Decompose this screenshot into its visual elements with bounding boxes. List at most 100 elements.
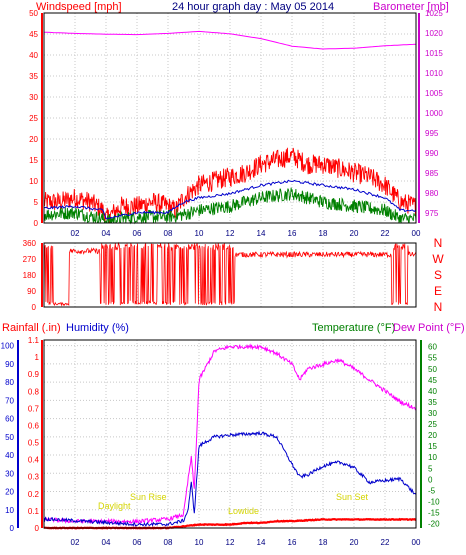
- humidity-tick-label: 50: [5, 433, 14, 442]
- x-tick-label: 02: [71, 538, 80, 547]
- temperature-tick-label: -20: [428, 520, 440, 529]
- direction-tick-label: 180: [23, 271, 37, 280]
- temperature-tick-label: 35: [428, 398, 437, 407]
- humidity-label: Humidity (%): [66, 322, 129, 334]
- temperature-tick-label: 25: [428, 420, 437, 429]
- temperature-tick-label: 5: [428, 464, 433, 473]
- x-tick-label: 04: [102, 229, 111, 238]
- y-right-tick-label: 975: [425, 209, 439, 218]
- x-tick-label: 16: [288, 229, 297, 238]
- y-left-tick-label: 50: [29, 9, 38, 18]
- y-left-tick-label: 35: [29, 72, 38, 81]
- x-tick-label: 06: [133, 229, 142, 238]
- lowtide-annotation: Lowtide: [228, 506, 259, 516]
- x-tick-label: 20: [350, 229, 359, 238]
- left-axis-bar: [41, 13, 43, 223]
- y-right-tick-label: 980: [425, 189, 439, 198]
- sunrise-annotation: Sun Rise: [130, 492, 167, 502]
- x-tick-label: 10: [195, 538, 204, 547]
- temperature-axis-bar: [420, 340, 422, 528]
- rain-tick-label: 1: [35, 353, 40, 362]
- direction-tick-label: 360: [23, 239, 37, 248]
- temperature-tick-label: 20: [428, 431, 437, 440]
- rain-tick-label: 0.2: [28, 490, 40, 499]
- y-left-tick-label: 20: [29, 135, 38, 144]
- x-tick-label: 00: [412, 229, 421, 238]
- windspeed-line: [43, 147, 417, 224]
- temperature-tick-label: 50: [428, 365, 437, 374]
- x-tick-label: 04: [102, 538, 111, 547]
- direction-panel-frame: [43, 242, 417, 308]
- y-right-tick-label: 990: [425, 149, 439, 158]
- y-right-tick-label: 1015: [425, 49, 443, 58]
- direction-tick-label: 270: [23, 255, 37, 264]
- y-left-tick-label: 45: [29, 30, 38, 39]
- rain-tick-label: 1.1: [28, 336, 40, 345]
- compass-label: S: [434, 268, 442, 282]
- x-tick-label: 08: [164, 229, 173, 238]
- x-tick-label: 00: [412, 538, 421, 547]
- low-wind-line: [43, 187, 417, 225]
- x-tick-label: 02: [71, 229, 80, 238]
- humidity-tick-label: 60: [5, 415, 14, 424]
- dewpoint-label: Dew Point (°F): [393, 322, 465, 334]
- rain-tick-label: 0.5: [28, 439, 40, 448]
- direction-line: [43, 241, 417, 307]
- rainfall-label: Rainfall (.in): [2, 322, 61, 334]
- rain-tick-label: 0.8: [28, 387, 40, 396]
- x-tick-label: 10: [195, 229, 204, 238]
- x-tick-label: 06: [133, 538, 142, 547]
- temperature-tick-label: 15: [428, 442, 437, 451]
- y-left-tick-label: 5: [34, 198, 39, 207]
- daylight-annotation: Daylight: [98, 501, 131, 511]
- humidity-tick-label: 30: [5, 469, 14, 478]
- x-tick-label: 08: [164, 538, 173, 547]
- x-tick-label: 20: [350, 538, 359, 547]
- y-right-tick-label: 985: [425, 169, 439, 178]
- avg-wind-line: [44, 179, 417, 220]
- compass-label: N: [434, 300, 443, 314]
- temperature-tick-label: 60: [428, 343, 437, 352]
- y-right-tick-label: 1005: [425, 89, 443, 98]
- compass-label: E: [434, 284, 442, 298]
- x-tick-label: 22: [381, 229, 390, 238]
- x-tick-label: 16: [288, 538, 297, 547]
- sunset-annotation: Sun Set: [336, 492, 369, 502]
- y-left-tick-label: 10: [29, 177, 38, 186]
- right-axis-bar: [418, 13, 420, 223]
- barometer-line: [43, 30, 417, 50]
- temperature-tick-label: 30: [428, 409, 437, 418]
- temperature-tick-label: -10: [428, 497, 440, 506]
- rain-tick-label: 0.9: [28, 370, 40, 379]
- rain-tick-label: 0.1: [28, 507, 40, 516]
- wind-panel-frame: [43, 12, 417, 224]
- humidity-line: [43, 430, 417, 528]
- humidity-tick-label: 90: [5, 360, 14, 369]
- barometer-label: Barometer [mb]: [373, 1, 449, 13]
- x-tick-label: 12: [226, 538, 235, 547]
- x-tick-label: 18: [319, 538, 328, 547]
- temperature-tick-label: 45: [428, 376, 437, 385]
- rain-tick-label: 0.6: [28, 421, 40, 430]
- humidity-tick-label: 40: [5, 451, 14, 460]
- x-tick-label: 14: [257, 538, 266, 547]
- y-left-tick-label: 30: [29, 93, 38, 102]
- y-left-tick-label: 0: [34, 219, 39, 228]
- humidity-tick-label: 10: [5, 506, 14, 515]
- page-title: 24 hour graph day : May 05 2014: [172, 1, 334, 13]
- rain-tick-label: 0.7: [28, 404, 40, 413]
- x-tick-label: 18: [319, 229, 328, 238]
- y-left-tick-label: 40: [29, 51, 38, 60]
- y-right-tick-label: 995: [425, 129, 439, 138]
- humidity-tick-label: 70: [5, 396, 14, 405]
- rain-axis-bar: [41, 340, 43, 528]
- y-right-tick-label: 1000: [425, 109, 443, 118]
- rain-tick-label: 0: [35, 524, 40, 533]
- compass-label: N: [434, 236, 443, 250]
- x-tick-label: 14: [257, 229, 266, 238]
- x-tick-label: 22: [381, 538, 390, 547]
- temperature-tick-label: 40: [428, 387, 437, 396]
